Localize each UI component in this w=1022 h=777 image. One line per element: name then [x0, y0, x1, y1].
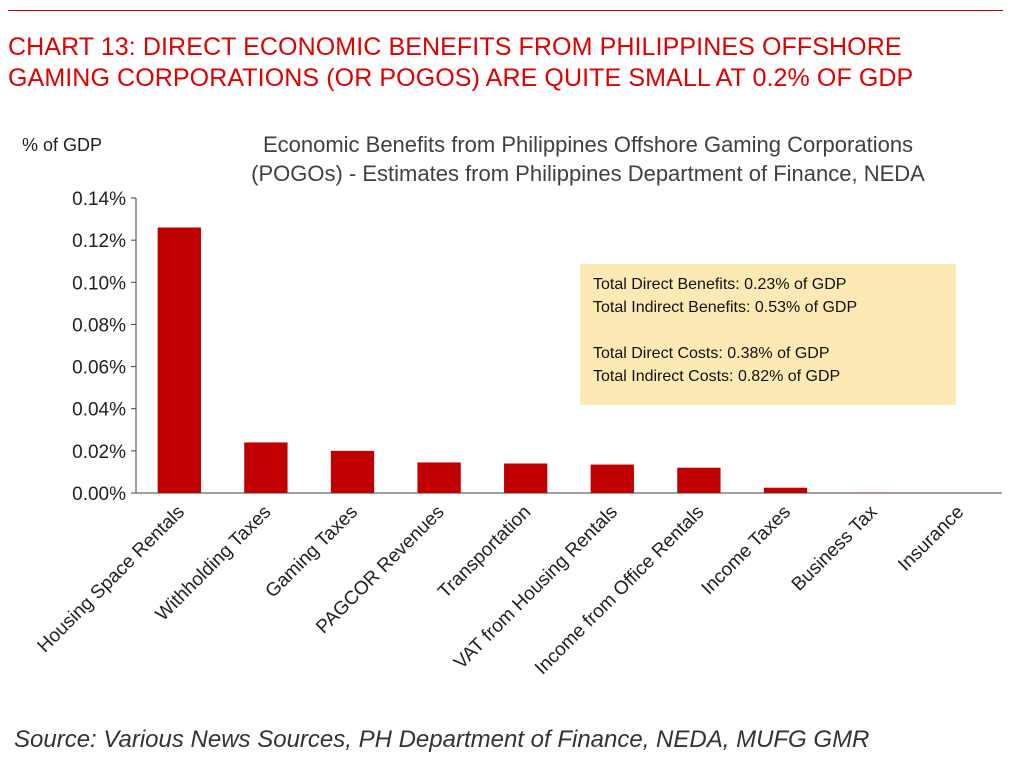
x-category-label: Insurance — [894, 502, 968, 576]
bar-chart: Economic Benefits from Philippines Offsh… — [22, 132, 1002, 679]
bar — [417, 462, 461, 493]
x-category-label: Housing Space Rentals — [34, 502, 189, 657]
x-category-label: Income Taxes — [698, 502, 796, 600]
chart-title-line: (POGOs) - Estimates from Philippines Dep… — [251, 161, 925, 186]
x-category-label: VAT from Housing Rentals — [450, 502, 622, 674]
bar — [763, 487, 808, 493]
annotation-text: Total Indirect Costs: 0.82% of GDP — [593, 368, 840, 385]
chart-heading-line-1: CHART 13: DIRECT ECONOMIC BENEFITS FROM … — [8, 33, 902, 61]
y-tick-label: 0.14% — [72, 189, 126, 210]
bar — [330, 450, 375, 493]
y-tick-label: 0.12% — [72, 231, 126, 252]
bar — [677, 467, 721, 493]
x-category-label: Business Tax — [788, 501, 882, 595]
y-tick-label: 0.00% — [72, 484, 126, 505]
y-tick-label: 0.02% — [72, 442, 126, 463]
top-rule — [8, 10, 1003, 11]
annotation-box — [580, 264, 956, 405]
bar — [504, 463, 548, 493]
chart-title-line: Economic Benefits from Philippines Offsh… — [263, 132, 913, 157]
bar — [157, 227, 201, 493]
annotation-text: Total Indirect Benefits: 0.53% of GDP — [593, 299, 857, 316]
y-tick-label: 0.08% — [72, 315, 126, 336]
source-note: Source: Various News Sources, PH Departm… — [14, 726, 870, 753]
y-tick-label: 0.06% — [72, 358, 126, 379]
y-tick-label: 0.04% — [72, 400, 126, 421]
x-category-label: Gaming Taxes — [262, 502, 362, 602]
chart-heading-line-2: GAMING CORPORATIONS (OR POGOS) ARE QUITE… — [8, 64, 914, 92]
y-axis-label: % of GDP — [22, 135, 102, 155]
bar — [244, 442, 288, 493]
annotation-text: Total Direct Benefits: 0.23% of GDP — [593, 276, 846, 293]
annotation-text: Total Direct Costs: 0.38% of GDP — [593, 345, 830, 362]
chart-heading: CHART 13: DIRECT ECONOMIC BENEFITS FROM … — [8, 32, 1008, 94]
x-category-label: Income from Office Rentals — [531, 502, 708, 679]
bar — [590, 464, 634, 493]
y-tick-label: 0.10% — [72, 273, 126, 294]
